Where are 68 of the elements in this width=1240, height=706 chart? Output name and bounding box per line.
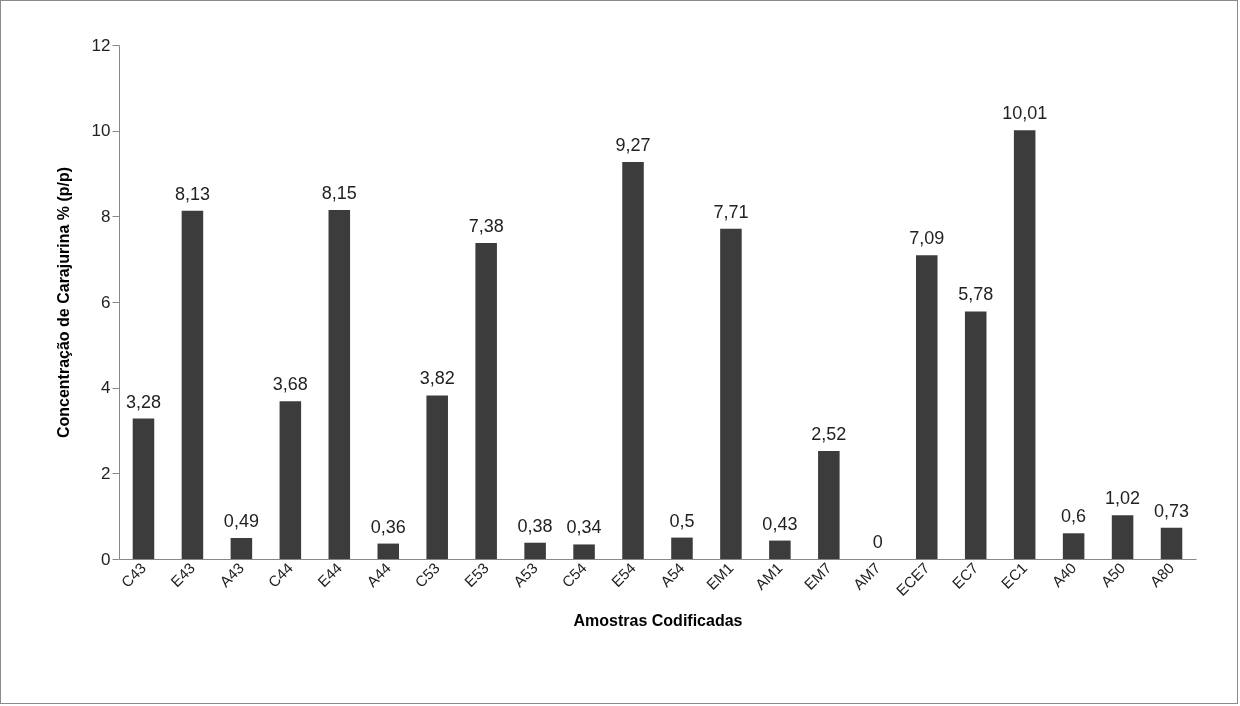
x-tick-label: E43	[167, 559, 199, 591]
bar	[964, 311, 987, 559]
bar	[769, 540, 791, 559]
data-label: 0,36	[370, 516, 406, 537]
bar	[622, 161, 644, 559]
bar	[181, 210, 204, 559]
x-tick-label: C53	[411, 559, 443, 591]
data-label: 8,15	[321, 182, 357, 203]
y-axis-title: Concentração de Carajurina % (p/p)	[54, 166, 72, 439]
data-label: 0,6	[1061, 506, 1087, 527]
data-label: 9,27	[615, 134, 651, 155]
data-label: 0,43	[762, 513, 798, 534]
bar	[230, 538, 253, 559]
x-tick-label: E44	[314, 559, 345, 591]
x-tick-label: A54	[656, 559, 688, 591]
data-label: 3,68	[272, 374, 308, 395]
data-label: 10,01	[1002, 103, 1048, 124]
y-tick-label: 12	[91, 35, 111, 55]
x-tick-label: A43	[216, 559, 248, 591]
data-label: 7,09	[909, 228, 945, 249]
data-label: 0,5	[669, 510, 695, 531]
x-tick-label: C44	[264, 559, 296, 591]
data-label: 3,28	[125, 391, 161, 412]
x-tick-label: E54	[607, 559, 639, 591]
bar	[915, 255, 938, 559]
y-tick-label: 2	[101, 463, 111, 483]
bar	[475, 242, 497, 559]
bar	[671, 537, 693, 559]
bar	[1062, 533, 1085, 559]
x-tick-label: A50	[1097, 559, 1129, 591]
bar	[573, 544, 595, 559]
bar	[1160, 527, 1183, 559]
y-tick-label: 4	[101, 378, 111, 398]
y-tick-label: 10	[91, 121, 111, 141]
bar	[1111, 515, 1134, 559]
data-label: 0,49	[223, 511, 259, 532]
data-label: 7,38	[468, 215, 504, 236]
x-tick-label: E53	[460, 559, 492, 591]
x-tick-label: A80	[1146, 559, 1178, 591]
bar	[132, 418, 155, 559]
data-label: 1,02	[1105, 488, 1141, 509]
y-tick-label: 8	[101, 206, 111, 226]
bar	[720, 228, 742, 559]
data-label: 3,82	[419, 368, 455, 389]
data-label: 0,34	[566, 517, 602, 538]
x-tick-label: A40	[1048, 559, 1080, 591]
x-tick-label: C43	[117, 559, 150, 591]
y-tick-label: 0	[101, 549, 111, 569]
x-tick-label: EC1	[997, 559, 1031, 592]
bar	[279, 401, 302, 559]
bar	[328, 209, 351, 559]
data-label: 2,52	[811, 424, 847, 445]
y-tick-label: 6	[101, 292, 111, 312]
bar	[426, 395, 448, 559]
x-tick-label: A44	[363, 559, 394, 591]
x-tick-label: C54	[558, 559, 590, 591]
bar	[1013, 130, 1036, 559]
x-tick-label: A53	[509, 559, 541, 591]
bar	[524, 542, 546, 559]
data-label: 0,38	[517, 515, 553, 536]
data-label: 5,78	[958, 284, 994, 305]
data-label: 0	[872, 532, 883, 552]
bar	[818, 451, 840, 559]
data-label: 8,13	[174, 183, 210, 204]
bar	[377, 543, 400, 559]
data-label: 0,73	[1154, 500, 1190, 521]
data-label: 7,71	[713, 201, 749, 222]
x-axis-title: Amostras Codificadas	[573, 611, 743, 629]
